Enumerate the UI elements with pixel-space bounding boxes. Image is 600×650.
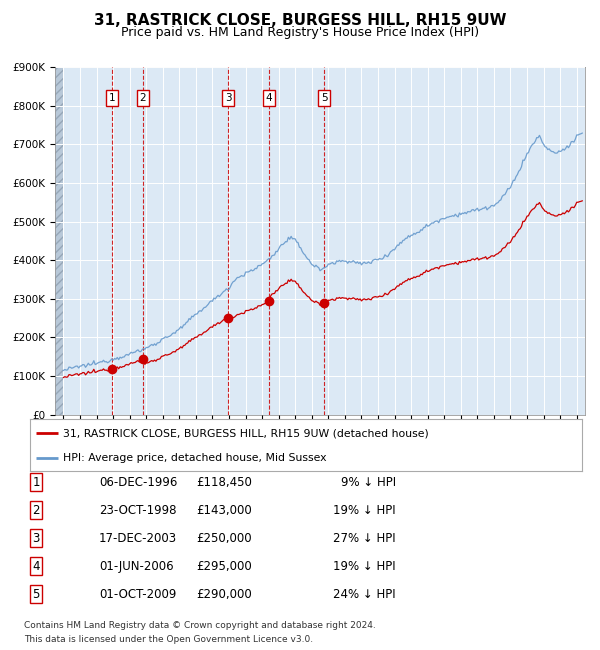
Text: 1: 1 (109, 93, 115, 103)
Text: This data is licensed under the Open Government Licence v3.0.: This data is licensed under the Open Gov… (24, 634, 313, 644)
Text: 5: 5 (32, 588, 40, 601)
Text: 19% ↓ HPI: 19% ↓ HPI (334, 504, 396, 517)
Text: 4: 4 (32, 560, 40, 573)
Text: 3: 3 (225, 93, 232, 103)
Text: 2: 2 (140, 93, 146, 103)
Text: 9% ↓ HPI: 9% ↓ HPI (341, 476, 396, 489)
Text: £118,450: £118,450 (196, 476, 252, 489)
Text: 1: 1 (32, 476, 40, 489)
Text: 17-DEC-2003: 17-DEC-2003 (99, 532, 177, 545)
Text: £250,000: £250,000 (196, 532, 252, 545)
Text: 24% ↓ HPI: 24% ↓ HPI (334, 588, 396, 601)
Text: 01-OCT-2009: 01-OCT-2009 (99, 588, 176, 601)
Text: 31, RASTRICK CLOSE, BURGESS HILL, RH15 9UW: 31, RASTRICK CLOSE, BURGESS HILL, RH15 9… (94, 13, 506, 28)
Bar (55, 67, 64, 415)
Text: 19% ↓ HPI: 19% ↓ HPI (334, 560, 396, 573)
Text: HPI: Average price, detached house, Mid Sussex: HPI: Average price, detached house, Mid … (63, 453, 326, 463)
Text: £290,000: £290,000 (196, 588, 252, 601)
Text: Price paid vs. HM Land Registry's House Price Index (HPI): Price paid vs. HM Land Registry's House … (121, 26, 479, 39)
Text: £143,000: £143,000 (196, 504, 252, 517)
Text: 3: 3 (32, 532, 40, 545)
Text: 31, RASTRICK CLOSE, BURGESS HILL, RH15 9UW (detached house): 31, RASTRICK CLOSE, BURGESS HILL, RH15 9… (63, 428, 429, 438)
Text: 2: 2 (32, 504, 40, 517)
Text: 06-DEC-1996: 06-DEC-1996 (99, 476, 178, 489)
Text: £295,000: £295,000 (196, 560, 252, 573)
Text: 4: 4 (266, 93, 272, 103)
Text: 01-JUN-2006: 01-JUN-2006 (99, 560, 173, 573)
Text: 23-OCT-1998: 23-OCT-1998 (99, 504, 176, 517)
Text: Contains HM Land Registry data © Crown copyright and database right 2024.: Contains HM Land Registry data © Crown c… (24, 621, 376, 630)
Text: 27% ↓ HPI: 27% ↓ HPI (334, 532, 396, 545)
Text: 5: 5 (321, 93, 328, 103)
Bar (55, 67, 64, 415)
